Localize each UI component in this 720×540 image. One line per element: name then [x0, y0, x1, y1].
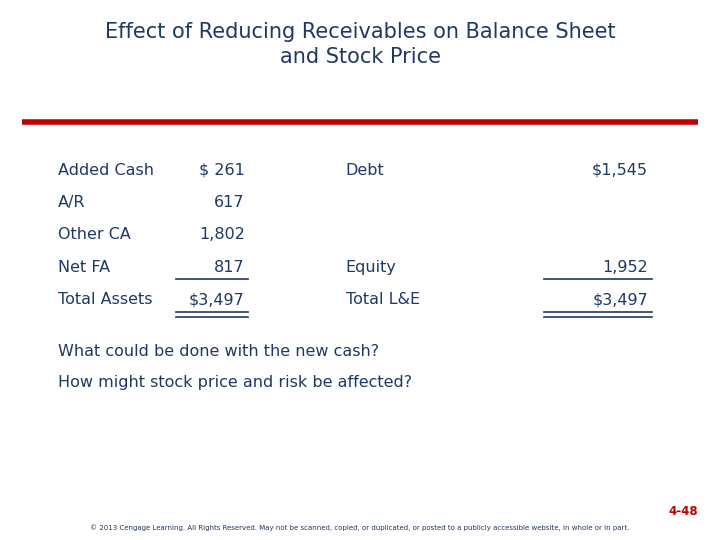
Text: 617: 617: [215, 195, 245, 210]
Text: $3,497: $3,497: [593, 292, 648, 307]
Text: 1,952: 1,952: [602, 260, 648, 275]
Text: $ 261: $ 261: [199, 163, 245, 178]
Text: Net FA: Net FA: [58, 260, 109, 275]
Text: 4-48: 4-48: [669, 505, 698, 518]
Text: Total L&E: Total L&E: [346, 292, 420, 307]
Text: Equity: Equity: [346, 260, 397, 275]
Text: © 2013 Cengage Learning. All Rights Reserved. May not be scanned, copied, or dup: © 2013 Cengage Learning. All Rights Rese…: [90, 525, 630, 531]
Text: Effect of Reducing Receivables on Balance Sheet
and Stock Price: Effect of Reducing Receivables on Balanc…: [104, 22, 616, 67]
Text: Added Cash: Added Cash: [58, 163, 153, 178]
Text: Total Assets: Total Assets: [58, 292, 152, 307]
Text: Debt: Debt: [346, 163, 384, 178]
Text: 817: 817: [214, 260, 245, 275]
Text: What could be done with the new cash?: What could be done with the new cash?: [58, 343, 379, 359]
Text: Other CA: Other CA: [58, 227, 130, 242]
Text: $3,497: $3,497: [189, 292, 245, 307]
Text: How might stock price and risk be affected?: How might stock price and risk be affect…: [58, 375, 412, 390]
Text: 1,802: 1,802: [199, 227, 245, 242]
Text: A/R: A/R: [58, 195, 85, 210]
Text: $1,545: $1,545: [592, 163, 648, 178]
